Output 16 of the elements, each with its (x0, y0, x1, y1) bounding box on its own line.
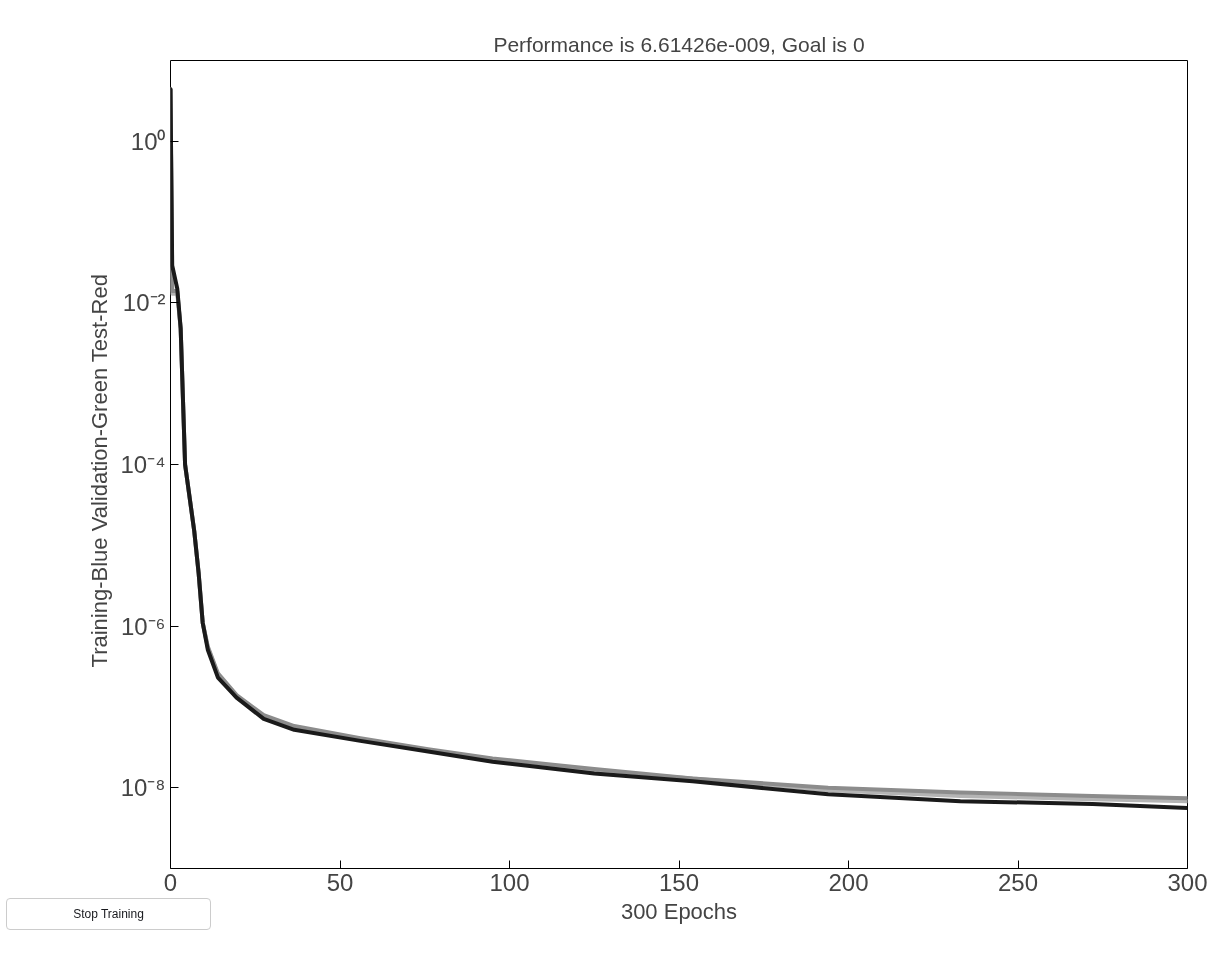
x-tick-label: 200 (828, 868, 869, 896)
x-tick-label: 250 (997, 868, 1039, 896)
x-tick-label: 300 (1167, 868, 1208, 896)
y-tick-label: 10⁻⁸ (120, 774, 166, 802)
chart-title: Performance is 6.61426e-009, Goal is 0 (493, 32, 865, 56)
y-axis-title: Training-Blue Validation-Green Test-Red (87, 274, 113, 668)
text: Stop Training (6, 898, 211, 930)
x-tick-label: 0 (163, 868, 178, 896)
y-tick-label: 10⁻² (122, 289, 166, 317)
x-axis-title: 300 Epochs (620, 898, 738, 924)
x-tick-label: 100 (489, 868, 530, 896)
y-tick-label: 10⁻⁶ (120, 612, 166, 640)
y-tick-label: 10⁻⁴ (120, 451, 166, 478)
x-tick-label: 150 (658, 868, 700, 896)
x-tick-label: 50 (326, 868, 354, 896)
y-tick-label: 10⁰ (130, 127, 166, 155)
